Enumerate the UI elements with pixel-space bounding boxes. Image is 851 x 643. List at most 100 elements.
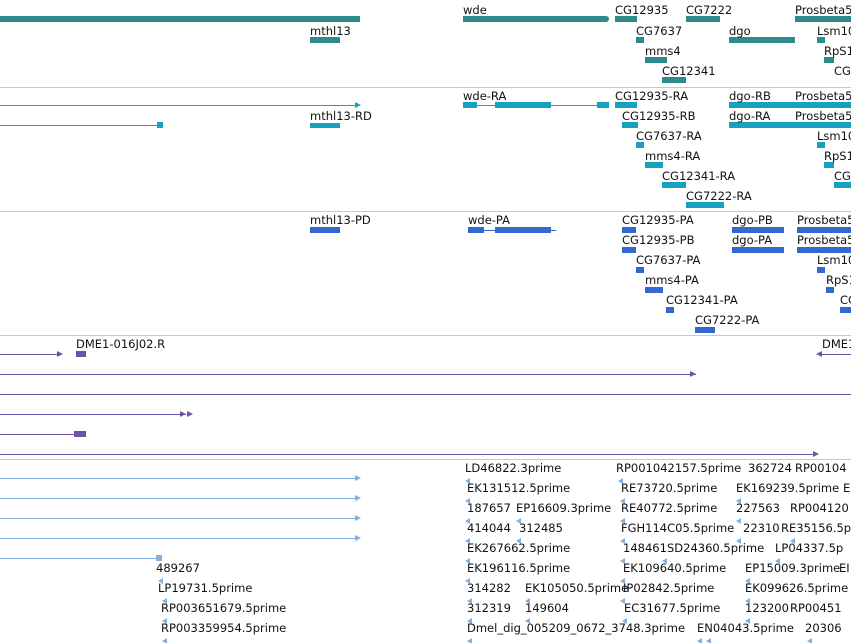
est-label[interactable]: E <box>843 481 851 495</box>
est-label[interactable]: EK169239.5prime <box>736 481 840 495</box>
protein-label[interactable]: wde-PA <box>468 213 510 227</box>
est-label[interactable]: RP00104 <box>795 461 847 475</box>
protein-feature[interactable] <box>732 227 784 233</box>
protein-feature[interactable] <box>495 227 551 233</box>
est-feature[interactable] <box>465 558 470 564</box>
gene-feature[interactable] <box>817 37 825 43</box>
est-feature[interactable] <box>790 538 795 544</box>
gene-feature[interactable] <box>0 16 360 22</box>
protein-feature[interactable] <box>732 247 784 253</box>
est-label[interactable]: RE35156.5p <box>781 521 851 535</box>
protein-label[interactable]: mms4-PA <box>645 273 699 287</box>
est-label[interactable]: EK099626.5prime <box>745 581 849 595</box>
clone-label[interactable]: DME1 <box>822 337 851 351</box>
est-feature[interactable] <box>162 638 167 643</box>
protein-label[interactable]: Prosbeta5 <box>797 213 851 227</box>
est-label[interactable]: RP004120 <box>790 501 849 515</box>
est-label[interactable]: SD24360.5prime <box>667 541 765 555</box>
est-label[interactable]: EN04043.5prime <box>697 621 794 635</box>
gene-label[interactable]: Lsm10 <box>817 24 851 38</box>
est-label[interactable]: LD46822.3prime <box>465 461 562 475</box>
gene-feature[interactable] <box>795 16 851 22</box>
est-label[interactable]: EK267662.5prime <box>467 541 571 555</box>
gene-feature[interactable] <box>636 37 644 43</box>
transcript-label[interactable]: dgo-RA <box>729 109 771 123</box>
protein-feature[interactable] <box>645 287 663 293</box>
est-feature[interactable] <box>465 478 470 484</box>
est-label[interactable]: 312485 <box>519 521 563 535</box>
est-feature[interactable] <box>516 538 521 544</box>
est-feature[interactable] <box>697 638 702 643</box>
gene-label[interactable]: CG12935 <box>615 3 669 17</box>
gene-label[interactable]: RpS1 <box>824 44 851 58</box>
est-feature[interactable] <box>525 598 530 604</box>
est-feature[interactable] <box>162 618 167 624</box>
est-label[interactable]: 362724 <box>748 461 792 475</box>
est-label[interactable]: LP04337.5p <box>775 541 844 555</box>
est-label[interactable]: 227563 <box>736 501 780 515</box>
protein-label[interactable]: CG7222-PA <box>695 313 760 327</box>
est-feature[interactable] <box>467 638 472 643</box>
transcript-exon[interactable] <box>597 102 609 108</box>
est-label[interactable]: 149604 <box>525 601 569 615</box>
clone-feature[interactable] <box>76 351 86 357</box>
transcript-exon[interactable] <box>615 102 637 108</box>
est-feature[interactable] <box>620 558 625 564</box>
protein-feature[interactable] <box>468 227 484 233</box>
transcript-exon[interactable] <box>686 202 724 208</box>
est-feature[interactable] <box>736 518 741 524</box>
est-feature[interactable] <box>736 498 741 504</box>
transcript-label[interactable]: wde-RA <box>463 89 507 103</box>
clone-feature[interactable] <box>74 431 86 437</box>
protein-feature[interactable] <box>695 327 715 333</box>
transcript-label[interactable]: CG12935-RA <box>615 89 689 103</box>
est-feature[interactable] <box>516 518 521 524</box>
est-label[interactable]: RP00451 <box>790 601 842 615</box>
est-feature[interactable] <box>622 618 627 624</box>
transcript-label[interactable]: mthl13-RD <box>310 109 372 123</box>
est-label[interactable]: IP02842.5prime <box>623 581 715 595</box>
est-feature[interactable] <box>467 598 472 604</box>
transcript-label[interactable]: CG7222-RA <box>686 189 752 203</box>
est-label[interactable]: 489267 <box>156 561 200 575</box>
transcript-label[interactable]: Prosbeta5 <box>795 109 851 123</box>
gene-feature[interactable] <box>686 16 720 22</box>
protein-feature[interactable] <box>817 267 825 273</box>
est-feature[interactable] <box>465 538 470 544</box>
protein-feature[interactable] <box>797 227 851 233</box>
est-label[interactable]: 187657 <box>467 501 511 515</box>
est-label[interactable]: 312319 <box>467 601 511 615</box>
protein-label[interactable]: Prosbeta5 <box>797 233 851 247</box>
est-feature[interactable] <box>465 578 470 584</box>
est-label[interactable]: 414044 <box>467 521 511 535</box>
protein-label[interactable]: dgo-PB <box>732 213 773 227</box>
est-label[interactable]: 148461 <box>623 541 667 555</box>
transcript-exon[interactable] <box>157 122 163 128</box>
transcript-label[interactable]: dgo-RB <box>729 89 771 103</box>
est-label[interactable]: EI <box>839 561 850 575</box>
transcript-label[interactable]: CG12341-RA <box>662 169 736 183</box>
transcript-exon[interactable] <box>729 122 795 128</box>
transcript-exon[interactable] <box>795 102 851 108</box>
gene-label[interactable]: CG <box>834 64 851 78</box>
est-feature[interactable] <box>620 598 625 604</box>
est-feature[interactable] <box>158 578 163 584</box>
est-label[interactable]: EP16609.3prime <box>516 501 612 515</box>
transcript-exon[interactable] <box>662 182 686 188</box>
transcript-label[interactable]: CG <box>834 169 851 183</box>
est-label[interactable]: RP001042157.5prime <box>616 461 742 475</box>
est-feature[interactable] <box>620 538 625 544</box>
est-feature[interactable] <box>662 558 667 564</box>
protein-label[interactable]: CG7637-PA <box>636 253 701 267</box>
transcript-exon[interactable] <box>834 182 851 188</box>
protein-label[interactable]: dgo-PA <box>732 233 773 247</box>
transcript-label[interactable]: mms4-RA <box>645 149 701 163</box>
protein-label[interactable]: RpS1 <box>826 273 851 287</box>
est-label[interactable]: RE73720.5prime <box>621 481 718 495</box>
gene-feature[interactable] <box>662 77 686 83</box>
protein-label[interactable]: CG12341-PA <box>666 293 738 307</box>
est-label[interactable]: RP003359954.5prime <box>161 621 287 635</box>
protein-feature[interactable] <box>797 247 851 253</box>
est-label[interactable]: 314282 <box>467 581 511 595</box>
gene-feature[interactable] <box>310 37 340 43</box>
